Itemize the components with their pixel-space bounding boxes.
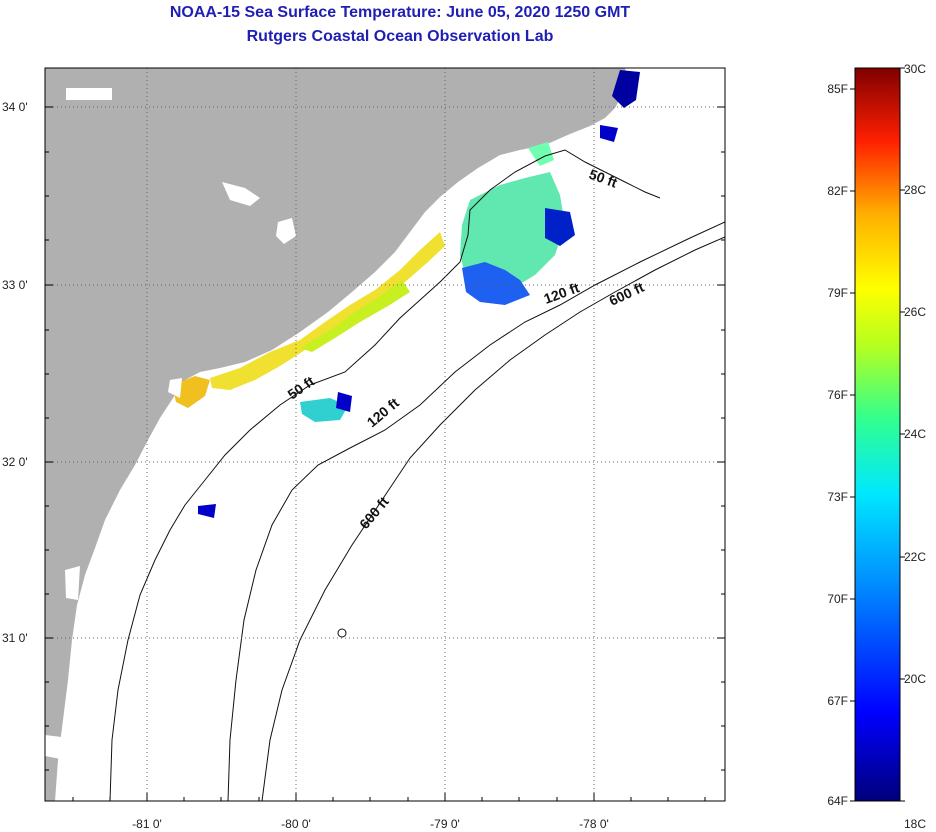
colorbar-f-label: 79F [827,286,848,300]
map-subtitle: Rutgers Coastal Ocean Observation Lab [246,28,554,45]
colorbar-c-label: 28C [904,183,926,197]
inland-water [222,182,260,206]
map-frame [44,67,726,802]
inland-water [276,218,296,244]
colorbar-f-label: 67F [827,694,848,708]
colorbar-f-label: 73F [827,490,848,504]
lat-label: 31 0' [2,631,28,645]
land-area [45,68,628,801]
graticule [45,68,725,801]
depth-contours [109,149,725,801]
sst-data-layer [172,70,640,518]
colorbar-c-label: 26C [904,305,926,319]
colorbar-f-label: 82F [827,184,848,198]
colorbar-f-label: 70F [827,592,848,606]
tick-marks [45,106,725,801]
colorbar-f-label: 85F [827,82,848,96]
coastline-fringe [168,378,182,398]
lat-label: 33 0' [2,278,28,292]
lat-label: 34 0' [2,100,28,114]
lon-label: -80 0' [281,817,311,831]
lat-label: 32 0' [2,455,28,469]
colorbar-c-label: 30C [904,62,926,76]
lon-label: -81 0' [132,817,162,831]
coastline-fringe [65,566,80,600]
colorbar-c-label: 18C [904,817,926,831]
lon-label: -79 0' [430,817,460,831]
colorbar-c-label: 22C [904,550,926,564]
inland-water [66,88,112,100]
colorbar-gradient [854,67,901,802]
colorbar-f-label: 64F [827,794,848,808]
colorbar-c-label: 20C [904,672,926,686]
coastline-fringe [45,735,70,760]
colorbar: 85F 82F 79F 76F 73F 70F 67F 64F 30C 28C … [827,62,926,831]
map-title: NOAA-15 Sea Surface Temperature: June 05… [169,4,631,21]
colorbar-c-label: 24C [904,427,926,441]
colorbar-f-label: 76F [827,388,848,402]
lon-label: -78 0' [579,817,609,831]
